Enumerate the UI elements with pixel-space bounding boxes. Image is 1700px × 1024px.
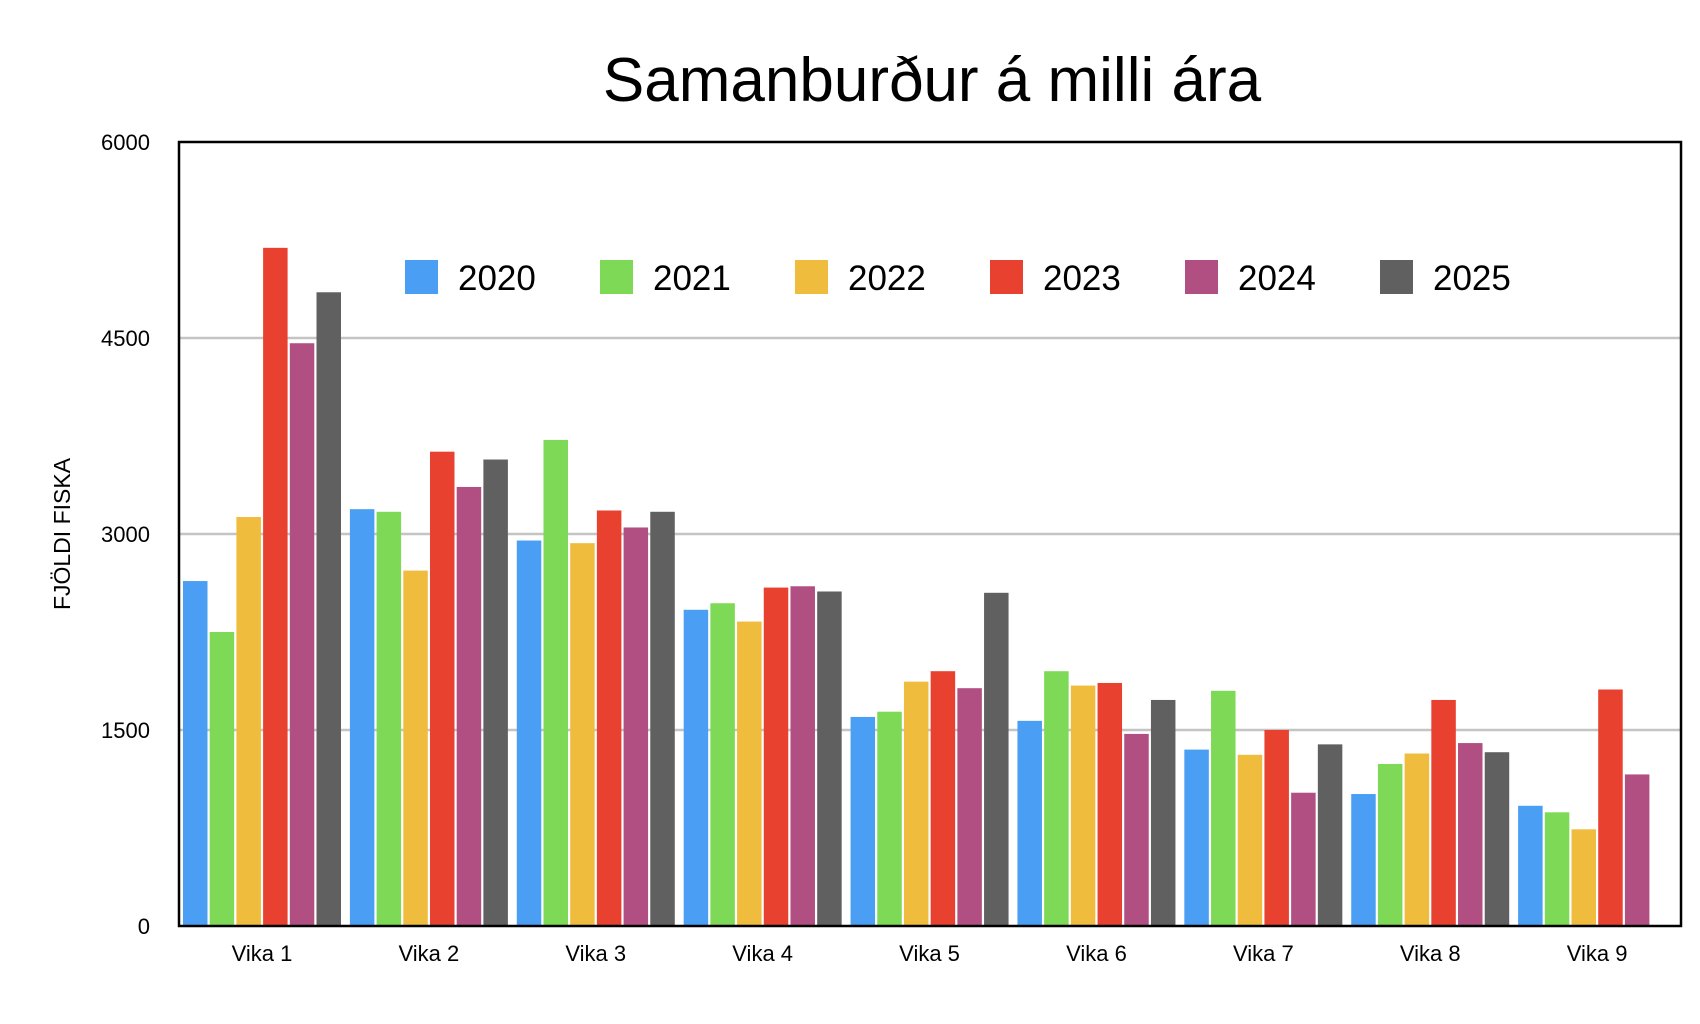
bar-2020-9: [1518, 805, 1543, 926]
legend-swatch: [600, 260, 633, 294]
y-tick-label: 3000: [101, 522, 150, 547]
bar-2022-3: [570, 543, 595, 926]
x-tick-label: Vika 4: [732, 941, 793, 966]
legend-label: 2024: [1238, 259, 1316, 298]
bar-2021-2: [376, 511, 402, 926]
bar-2022-7: [1237, 754, 1263, 926]
bar-2021-8: [1377, 763, 1403, 926]
bar-2024-5: [957, 688, 982, 926]
bar-2025-2: [483, 459, 508, 926]
y-axis-label: FJÖLDI FISKA: [49, 457, 75, 610]
bar-2020-4: [683, 609, 709, 926]
bar-2021-7: [1211, 690, 1236, 926]
gridlines: [179, 336, 1681, 732]
bar-2025-4: [817, 591, 842, 926]
bar-2024-1: [289, 343, 315, 927]
x-tick-label: Vika 1: [232, 941, 293, 966]
bar-2025-5: [984, 592, 1009, 926]
bar-2020-8: [1351, 794, 1376, 926]
bar-2022-8: [1404, 753, 1430, 926]
y-tick-label: 4500: [101, 326, 150, 351]
bar-2022-1: [236, 517, 261, 926]
bar-2022-6: [1070, 685, 1096, 926]
bar-2025-6: [1150, 699, 1176, 926]
bar-2024-6: [1124, 733, 1149, 926]
x-tick-label: Vika 9: [1567, 941, 1628, 966]
y-tick-label: 6000: [101, 130, 150, 155]
bar-2023-6: [1097, 682, 1123, 926]
legend-label: 2020: [458, 259, 536, 298]
bar-2020-1: [183, 581, 208, 926]
x-axis-ticks: Vika 1 Vika 2 Vika 3 Vika 4 Vika 5 Vika 6 Vika…: [232, 941, 1628, 966]
plot-frame: [177, 140, 1683, 928]
bar-2021-6: [1044, 671, 1069, 926]
legend-swatch: [795, 260, 828, 294]
bar-2020-5: [850, 716, 876, 926]
x-tick-label: Vika 8: [1400, 941, 1461, 966]
bar-2024-4: [790, 586, 815, 926]
bar-2024-9: [1624, 774, 1650, 926]
bar-2022-5: [903, 681, 929, 926]
y-axis-ticks: 0 1500 3000 4500 6000: [101, 130, 150, 939]
bar-2021-4: [710, 603, 735, 926]
bar-2024-3: [623, 527, 649, 926]
bar-2020-6: [1017, 720, 1042, 926]
bar-2023-1: [263, 247, 288, 927]
bar-2021-5: [877, 711, 902, 926]
legend-swatch: [990, 260, 1023, 294]
x-tick-label: Vika 2: [399, 941, 460, 966]
bar-2022-2: [403, 570, 428, 926]
bar-2025-8: [1484, 752, 1510, 926]
x-tick-label: Vika 7: [1233, 941, 1294, 966]
bar-2022-4: [737, 621, 762, 926]
legend-label: 2025: [1433, 259, 1511, 298]
bar-2023-9: [1598, 689, 1623, 926]
legend-swatch: [1185, 260, 1218, 294]
bar-2023-4: [763, 587, 789, 926]
y-tick-label: 0: [138, 914, 150, 939]
legend-label: 2023: [1043, 259, 1121, 298]
x-tick-label: Vika 5: [899, 941, 960, 966]
bar-2023-5: [930, 671, 956, 926]
bar-2020-2: [349, 509, 375, 926]
bar-2025-7: [1317, 744, 1343, 926]
bar-2024-2: [456, 486, 482, 926]
bar-2021-3: [543, 439, 568, 926]
legend-label: 2022: [848, 259, 926, 298]
bar-2024-8: [1458, 743, 1483, 926]
y-tick-label: 1500: [101, 718, 150, 743]
legend-label: 2021: [653, 259, 731, 298]
bar-2023-8: [1431, 699, 1456, 926]
legend-swatch: [1380, 260, 1413, 294]
bar-2025-3: [650, 511, 675, 926]
bar-2021-9: [1544, 812, 1570, 926]
bar-2023-2: [429, 451, 455, 926]
chart-title: Samanburður á milli ára: [603, 46, 1262, 115]
legend: 2020 2021 2022 2023 2024 2025: [405, 259, 1511, 298]
bar-2020-7: [1184, 749, 1209, 926]
bar-2024-7: [1291, 792, 1316, 926]
bar-2022-9: [1571, 829, 1597, 926]
bar-2020-3: [516, 540, 542, 926]
x-tick-label: Vika 3: [565, 941, 626, 966]
bar-2023-3: [596, 510, 622, 926]
x-tick-label: Vika 6: [1066, 941, 1127, 966]
bar-2023-7: [1264, 730, 1289, 926]
bar-2021-1: [209, 632, 235, 926]
legend-swatch: [405, 260, 438, 294]
bar-2025-1: [316, 292, 341, 926]
bars: [183, 247, 1650, 927]
